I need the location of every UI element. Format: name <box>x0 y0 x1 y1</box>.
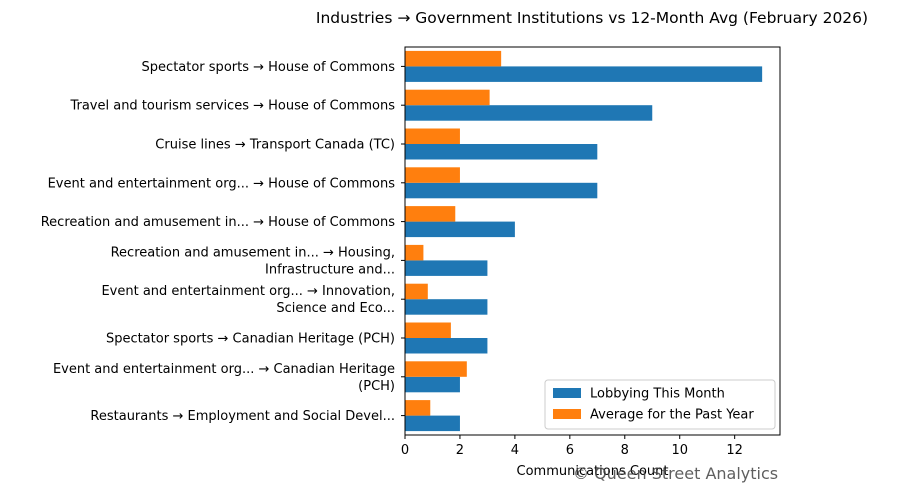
bar-lobbying-this-month <box>405 105 653 121</box>
y-tick-label: Travel and tourism services → House of C… <box>69 99 395 114</box>
y-axis: Spectator sports → House of Commons Trave… <box>41 60 405 424</box>
x-axis-label: Communications Count <box>517 464 669 479</box>
x-tick-label: 6 <box>566 443 574 458</box>
y-tick-label: Restaurants → Employment and Social Deve… <box>90 409 395 424</box>
bar-past-year-average <box>405 206 456 222</box>
bar-past-year-average <box>405 244 424 261</box>
bar-lobbying-this-month <box>405 338 488 354</box>
legend-box <box>544 379 776 430</box>
legend-swatch <box>553 388 581 398</box>
y-tick-label: Cruise lines → Transport Canada (TC) <box>155 138 395 153</box>
bar-lobbying-this-month <box>405 144 598 160</box>
x-tick-label: 8 <box>621 443 629 458</box>
bar-past-year-average <box>405 50 502 67</box>
y-tick-label: Infrastructure and... <box>265 262 395 277</box>
chart-title: Industries → Government Institutions vs … <box>316 9 868 27</box>
bar-lobbying-this-month <box>405 299 488 315</box>
bar-past-year-average <box>405 400 431 416</box>
y-tick-label: Science and Eco... <box>276 301 395 316</box>
bar-lobbying-this-month <box>405 260 488 276</box>
y-tick-label: (PCH) <box>358 379 395 394</box>
bar-past-year-average <box>405 128 460 144</box>
y-tick-label: Event and entertainment org... → House o… <box>48 176 396 191</box>
x-tick-label: 10 <box>671 443 688 458</box>
legend-label: Average for the Past Year <box>590 408 754 423</box>
bar-lobbying-this-month <box>405 221 515 238</box>
bar-lobbying-this-month <box>405 415 460 432</box>
legend-label: Lobbying This Month <box>590 387 725 402</box>
y-tick-label: Spectator sports → House of Commons <box>142 60 396 75</box>
bar-lobbying-this-month <box>405 66 763 82</box>
bar-past-year-average <box>405 283 428 300</box>
bar-past-year-average <box>405 167 460 183</box>
legend: Lobbying This Month Average for the Past … <box>544 379 776 430</box>
watermark: © Queen Street Analytics <box>573 464 779 483</box>
plot-frame <box>404 46 781 436</box>
bar-past-year-average <box>405 89 490 106</box>
bar-lobbying-this-month <box>405 376 460 393</box>
bar-past-year-average <box>405 361 467 377</box>
x-tick-label: 2 <box>456 443 464 458</box>
bar-lobbying-this-month <box>405 182 598 199</box>
x-tick-label: 0 <box>401 443 409 458</box>
y-tick-label: Spectator sports → Canadian Heritage (PC… <box>106 332 395 347</box>
y-tick-label: Recreation and amusement in... → Housing… <box>111 245 395 260</box>
legend-swatch <box>553 409 581 419</box>
bars <box>405 50 763 432</box>
x-tick-label: 4 <box>511 443 519 458</box>
y-tick-label: Recreation and amusement in... → House o… <box>41 215 396 230</box>
y-tick-label: Event and entertainment org... → Canadia… <box>53 362 395 377</box>
x-axis: 0 2 4 6 8 10 12 <box>401 435 743 458</box>
y-tick-label: Event and entertainment org... → Innovat… <box>101 284 395 299</box>
bar-past-year-average <box>405 322 451 338</box>
x-tick-label: 12 <box>726 443 743 458</box>
